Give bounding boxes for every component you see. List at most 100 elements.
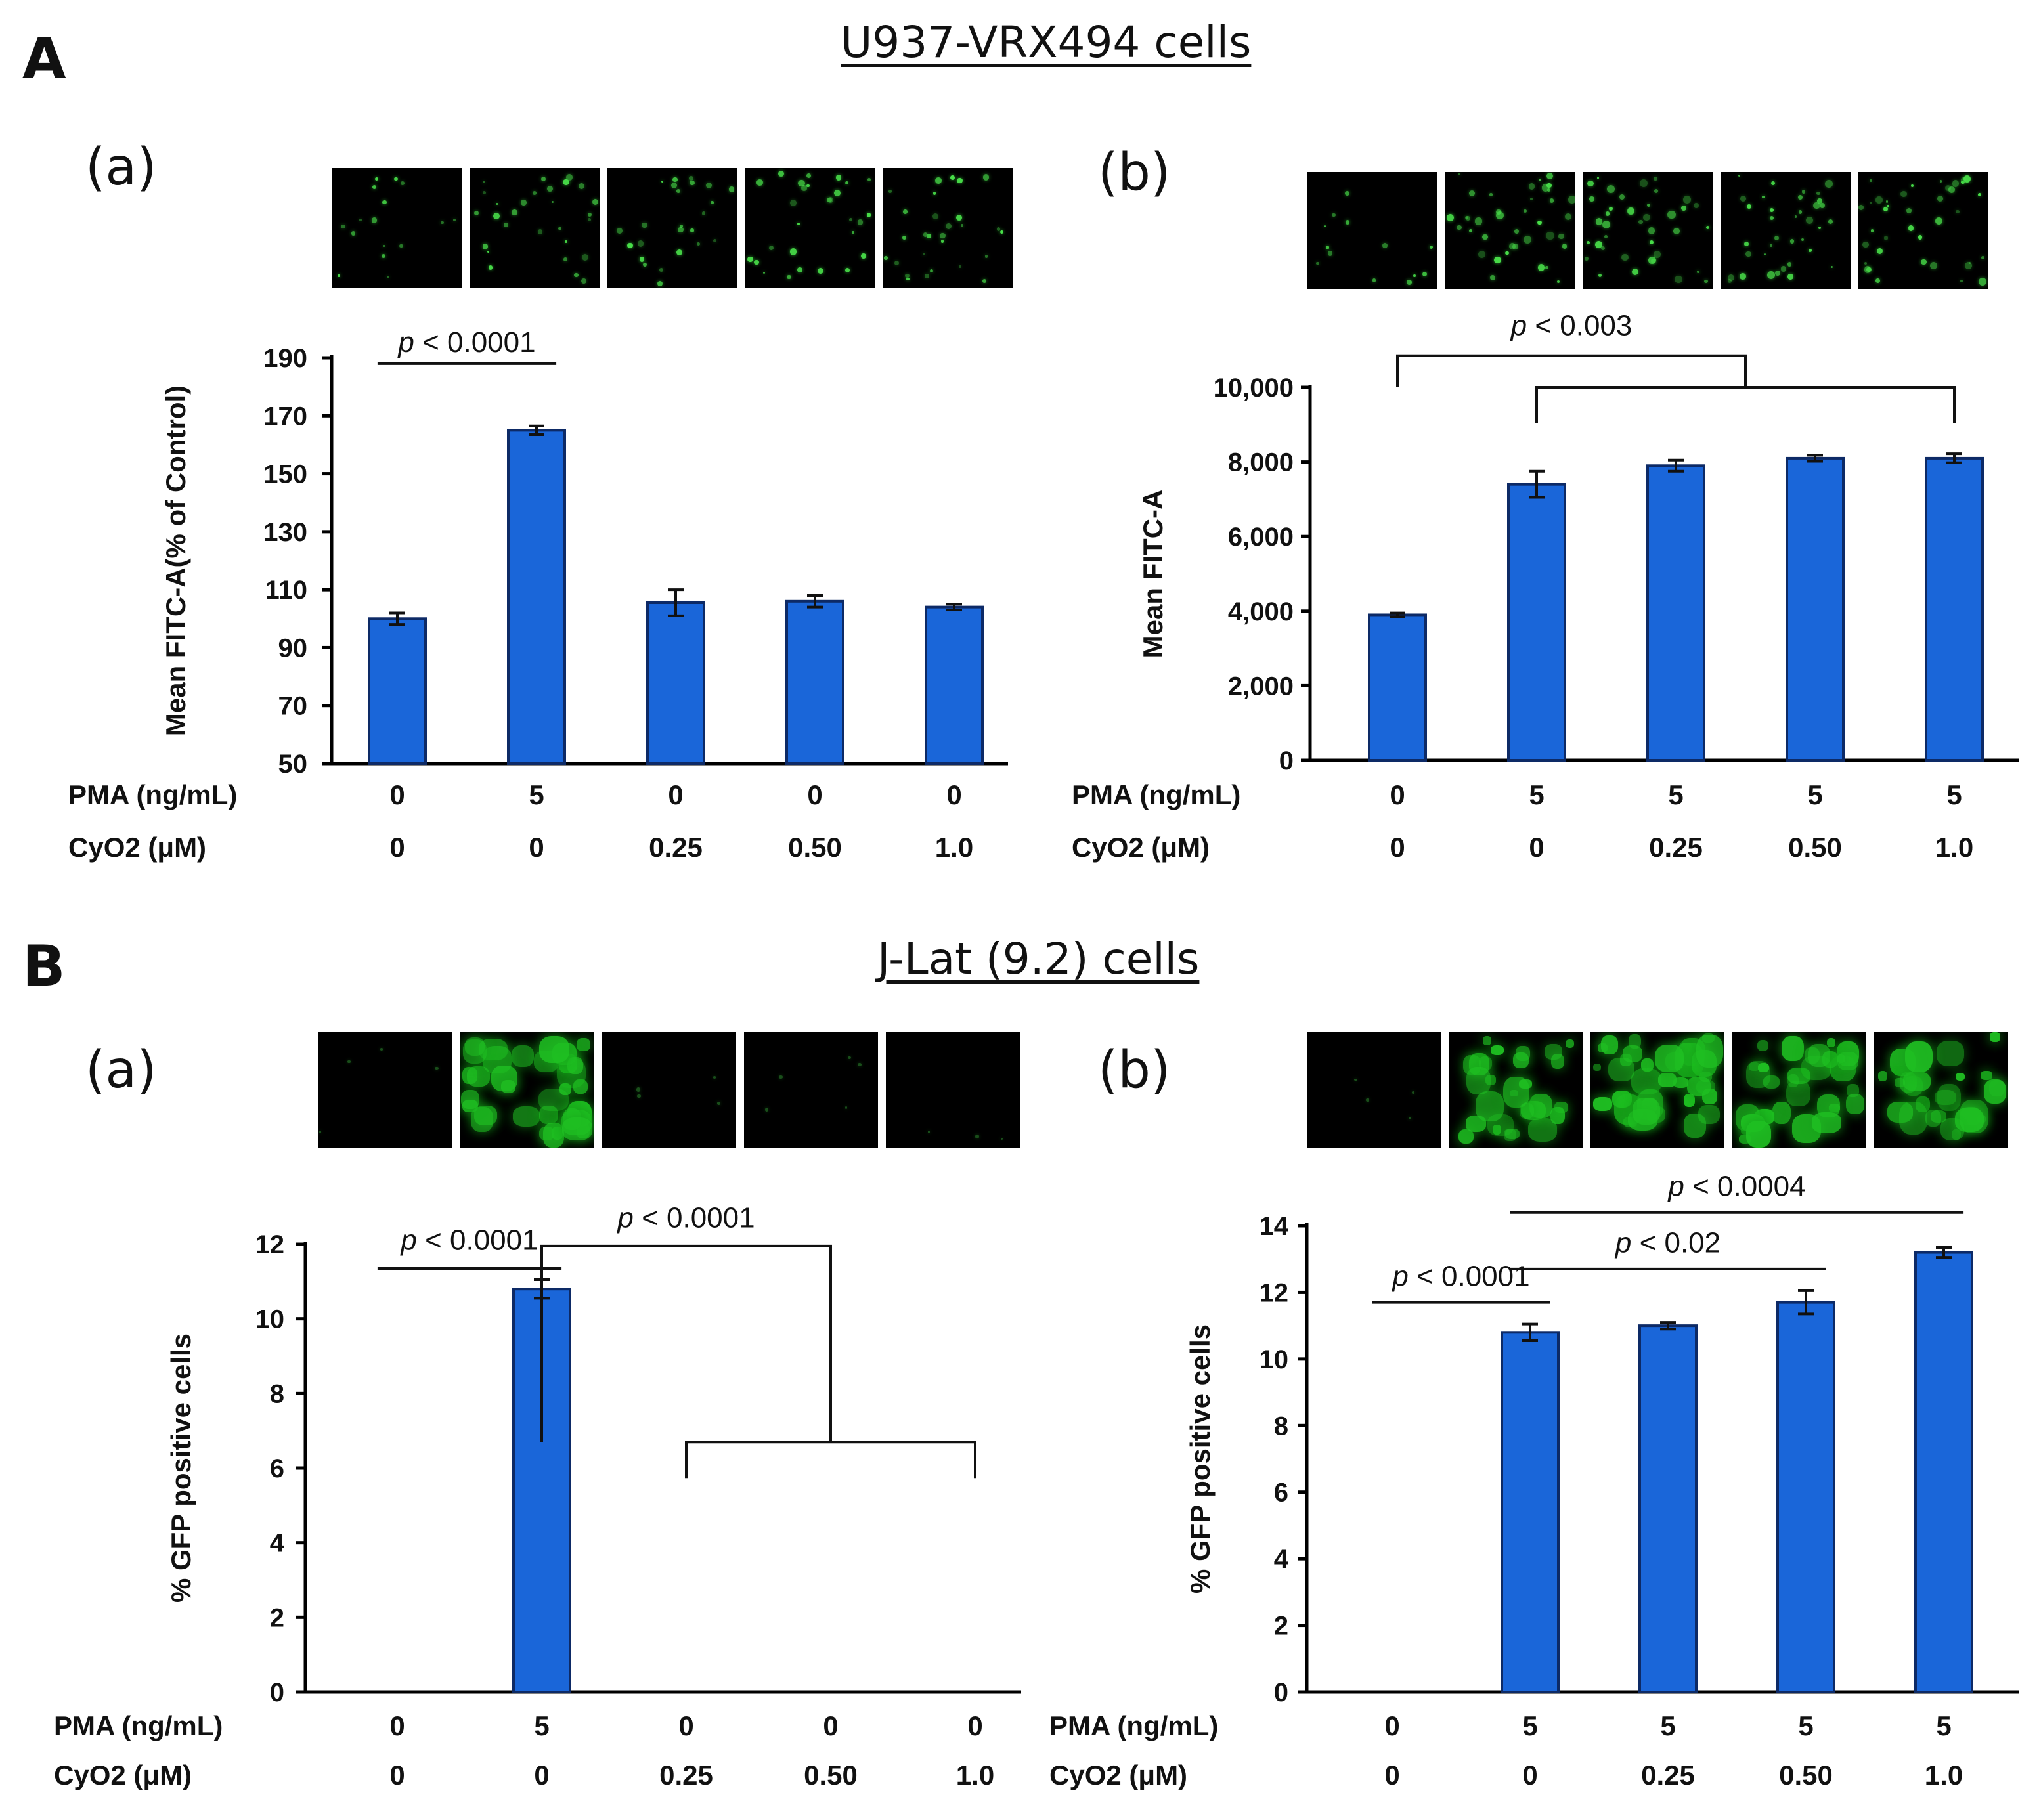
- pma-value: 5: [1807, 779, 1822, 810]
- y-tick-label: 0: [270, 1678, 284, 1707]
- y-tick-label: 6: [270, 1454, 284, 1483]
- significance-bracket: [540, 1244, 832, 1442]
- fluorescence-image: [332, 168, 462, 288]
- row-label-cyo2: CyO2 (μM): [68, 832, 206, 863]
- bar-chart-ba: 0 2 4 6 8 10 12 % GFP positive cells PMA (ng/mL)…: [54, 1202, 1021, 1790]
- significance-annotation: p < 0.0001: [377, 1224, 562, 1270]
- section-letter-b: B: [22, 934, 66, 999]
- cyo2-value: 0.25: [1649, 832, 1703, 863]
- y-axis-label: % GFP positive cells: [165, 1333, 196, 1603]
- bar-5/0: [1501, 1331, 1560, 1694]
- cyo2-value: 0: [1390, 832, 1405, 863]
- y-tick-label: 70: [278, 692, 308, 721]
- significance-group-bracket: [685, 1441, 976, 1479]
- significance-annotation: p < 0.02: [1510, 1227, 1826, 1270]
- pma-value: 0: [389, 1710, 405, 1741]
- fluorescence-image: [318, 1032, 452, 1148]
- y-tick-label: 150: [263, 460, 307, 489]
- pma-value: 0: [668, 779, 683, 810]
- row-label-pma: PMA (ng/mL): [68, 779, 237, 810]
- pma-value: 0: [389, 779, 405, 810]
- cyo2-value: 0: [529, 832, 544, 863]
- bar-0/0: [368, 617, 427, 765]
- bar-0/1.0: [925, 605, 984, 766]
- cyo2-value: 0.50: [1788, 832, 1842, 863]
- row-label-pma: PMA (ng/mL): [1072, 779, 1240, 810]
- y-tick-label: 90: [278, 634, 308, 662]
- p-value-label: p < 0.0001: [399, 1224, 538, 1257]
- significance-annotation: p < 0.0001: [1372, 1260, 1550, 1304]
- bar-0/0.50: [785, 599, 844, 765]
- y-tick-label: 0: [1279, 747, 1294, 775]
- y-tick-label: 130: [263, 518, 307, 547]
- row-label-pma: PMA (ng/mL): [1049, 1710, 1218, 1741]
- significance-annotation: p < 0.0001: [540, 1202, 976, 1479]
- pma-value: 0: [807, 779, 822, 810]
- cyo2-value: 0.25: [1641, 1760, 1695, 1790]
- pma-value: 0: [1384, 1710, 1399, 1741]
- significance-annotation: p < 0.003: [1396, 309, 1956, 423]
- fluorescence-image: [745, 168, 875, 288]
- fluorescence-image: [1874, 1032, 2008, 1148]
- y-axis-label: Mean FITC-A: [1137, 490, 1168, 659]
- y-tick-label: 4: [270, 1529, 285, 1558]
- y-tick-label: 6,000: [1228, 523, 1294, 552]
- microscopy-strip-ba: [318, 1032, 1020, 1148]
- y-tick-label: 2,000: [1228, 672, 1294, 701]
- bar-0/0.25: [646, 601, 705, 765]
- bar-chart-ab: 0 2,000 4,000 6,000 8,000 10,000 Mean FITC-A PM…: [1072, 309, 2019, 863]
- cyo2-value: 0: [389, 1760, 405, 1790]
- pma-value: 5: [1529, 779, 1544, 810]
- bar-5/0.25: [1646, 464, 1705, 762]
- fluorescence-image: [607, 168, 737, 288]
- significance-annotation: p < 0.0001: [377, 326, 557, 365]
- bar-5/0.25: [1638, 1324, 1698, 1693]
- fluorescence-image: [744, 1032, 878, 1148]
- cyo2-value: 0: [534, 1760, 549, 1790]
- section-letter-a: A: [22, 26, 66, 92]
- fluorescence-image: [1732, 1032, 1866, 1148]
- fluorescence-image: [1590, 1032, 1724, 1148]
- cyo2-value: 1.0: [1925, 1760, 1963, 1790]
- pma-value: 5: [529, 779, 544, 810]
- pma-value: 5: [1668, 779, 1683, 810]
- pma-value: 0: [823, 1710, 838, 1741]
- microscopy-strip-ab: [1307, 172, 1988, 289]
- row-label-cyo2: CyO2 (μM): [1072, 832, 1210, 863]
- y-tick-label: 12: [1260, 1278, 1289, 1307]
- y-tick-label: 4,000: [1228, 597, 1294, 626]
- microscopy-strip-bb: [1307, 1032, 2008, 1148]
- row-label-pma: PMA (ng/mL): [54, 1710, 223, 1741]
- fluorescence-image: [1858, 172, 1988, 289]
- fluorescence-image: [460, 1032, 594, 1148]
- cyo2-value: 0: [1522, 1760, 1537, 1790]
- y-axis-label: % GFP positive cells: [1185, 1324, 1216, 1593]
- pma-value: 0: [946, 779, 961, 810]
- fluorescence-image: [886, 1032, 1020, 1148]
- y-tick-label: 12: [255, 1230, 285, 1259]
- fluorescence-image: [1307, 172, 1437, 289]
- y-tick-label: 8: [270, 1379, 284, 1408]
- pma-value: 5: [1798, 1710, 1813, 1741]
- bar-5/0: [507, 429, 566, 765]
- pma-value: 5: [1522, 1710, 1537, 1741]
- cyo2-value: 1.0: [1935, 832, 1973, 863]
- cyo2-value: 1.0: [956, 1760, 994, 1790]
- panel-label-bb: (b): [1098, 1041, 1171, 1100]
- bar-5/1.0: [1925, 456, 1984, 762]
- fluorescence-image: [602, 1032, 736, 1148]
- row-label-cyo2: CyO2 (μM): [1049, 1760, 1187, 1790]
- fluorescence-image: [1721, 172, 1851, 289]
- y-tick-label: 2: [270, 1603, 284, 1632]
- y-tick-label: 10,000: [1214, 374, 1294, 402]
- pma-value: 5: [1946, 779, 1962, 810]
- y-tick-label: 0: [1274, 1678, 1288, 1707]
- fluorescence-image: [1445, 172, 1575, 289]
- y-tick-label: 4: [1274, 1545, 1289, 1574]
- y-tick-label: 2: [1274, 1612, 1288, 1641]
- fluorescence-image: [1583, 172, 1713, 289]
- y-axis-label: Mean FITC-A(% of Control): [160, 385, 191, 736]
- fluorescence-image: [1307, 1032, 1441, 1148]
- cyo2-value: 0.25: [659, 1760, 713, 1790]
